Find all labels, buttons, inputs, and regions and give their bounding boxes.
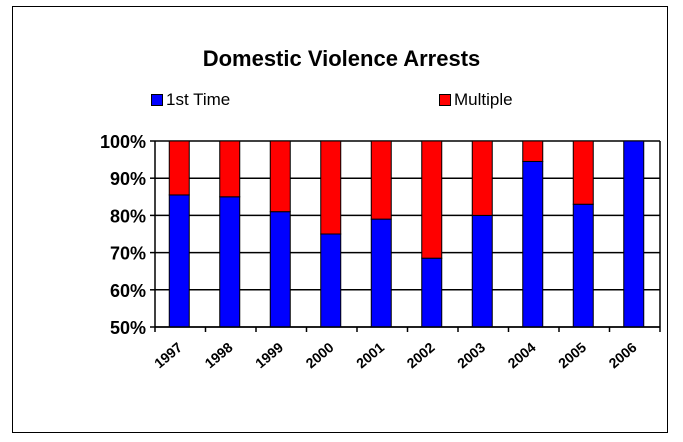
bar-first-time-2001 xyxy=(370,218,392,328)
x-tick-label: 2005 xyxy=(555,339,589,371)
bar-first-time-2004 xyxy=(522,160,544,328)
chart-title: Domestic Violence Arrests xyxy=(202,46,481,71)
y-tick-label: 90% xyxy=(110,169,146,189)
bar-first-time-1999 xyxy=(269,211,291,328)
bar-first-time-1997 xyxy=(168,194,190,328)
x-tick-label: 2001 xyxy=(353,339,387,371)
bar-multiple-1997 xyxy=(168,140,190,196)
legend-label-first-time: 1st Time xyxy=(166,90,231,109)
bar-multiple-1998 xyxy=(219,140,241,198)
x-tick-label: 2004 xyxy=(505,339,539,371)
bar-multiple-2004 xyxy=(522,140,544,162)
x-tick-label: 1998 xyxy=(202,339,236,371)
y-tick-label: 70% xyxy=(110,244,146,264)
x-tick-label: 2003 xyxy=(454,339,488,371)
x-tick-label: 2000 xyxy=(303,339,337,371)
bar-first-time-2002 xyxy=(421,257,443,328)
bar-multiple-1999 xyxy=(269,140,291,213)
bar-first-time-1998 xyxy=(219,196,241,328)
x-tick-label: 2002 xyxy=(404,339,438,371)
legend-swatch-first-time xyxy=(151,94,163,106)
x-tick-label: 1999 xyxy=(252,339,286,371)
legend-label-multiple: Multiple xyxy=(454,90,513,109)
y-tick-label: 50% xyxy=(110,318,146,338)
bar-first-time-2005 xyxy=(572,203,594,328)
y-tick-label: 100% xyxy=(100,132,146,152)
bar-multiple-2005 xyxy=(572,140,594,205)
bar-multiple-2000 xyxy=(320,140,342,235)
bar-first-time-2000 xyxy=(320,233,342,328)
x-tick-label: 1997 xyxy=(151,339,185,371)
chart-frame xyxy=(12,6,668,433)
bar-first-time-2003 xyxy=(471,214,493,328)
legend-swatch-multiple xyxy=(439,94,451,106)
y-tick-label: 80% xyxy=(110,206,146,226)
legend-item-multiple: Multiple xyxy=(439,90,513,110)
bar-multiple-2001 xyxy=(370,140,392,220)
y-tick-label: 60% xyxy=(110,281,146,301)
bar-multiple-2002 xyxy=(421,140,443,259)
bar-multiple-2003 xyxy=(471,140,493,216)
bar-first-time-2006 xyxy=(623,140,645,328)
legend-item-first-time: 1st Time xyxy=(151,90,230,110)
x-tick-label: 2006 xyxy=(606,339,640,371)
